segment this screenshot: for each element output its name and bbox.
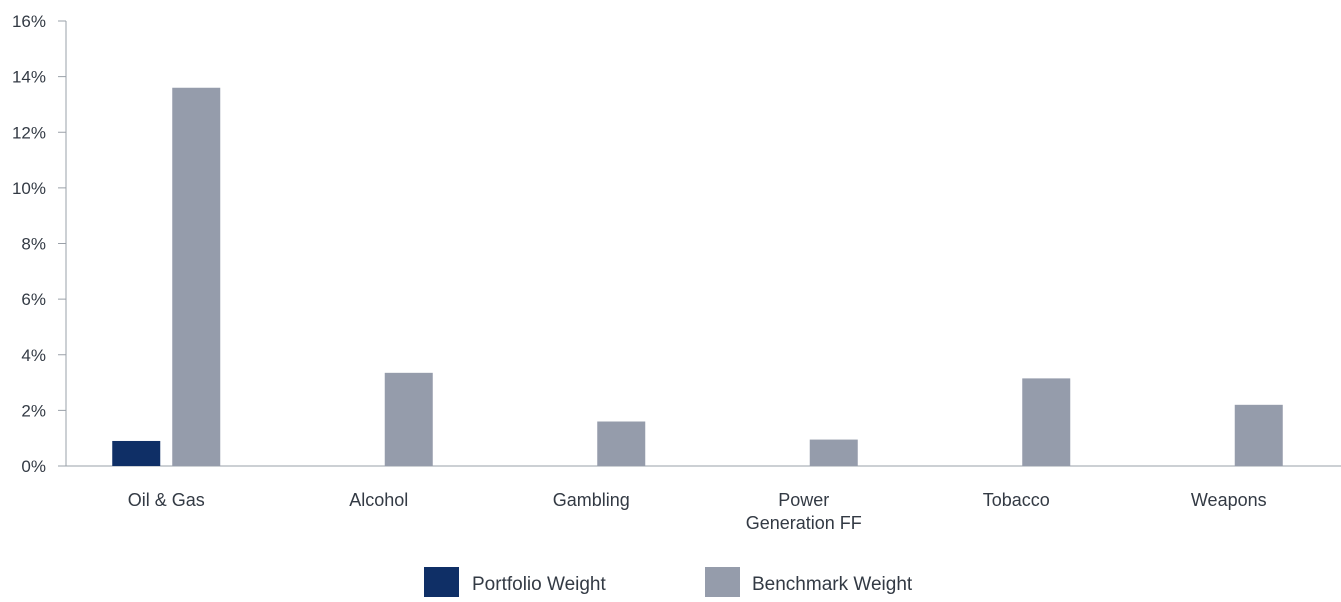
legend-swatch xyxy=(424,567,459,597)
legend-label: Portfolio Weight xyxy=(472,574,606,595)
x-tick-label: Oil & Gas xyxy=(128,490,205,510)
y-tick-label: 2% xyxy=(21,401,46,420)
y-tick-label: 6% xyxy=(21,290,46,309)
legend: Portfolio Weight Benchmark Weight xyxy=(424,567,913,597)
legend-swatch xyxy=(705,567,740,597)
x-tick-label: Tobacco xyxy=(983,490,1050,510)
bar-benchmark xyxy=(1234,404,1283,466)
x-axis: Oil & Gas Alcohol Gambling Power Generation … xyxy=(58,465,1341,533)
y-tick-label: 10% xyxy=(12,179,46,198)
x-tick-label: Gambling xyxy=(553,490,630,510)
y-tick-label: 0% xyxy=(21,457,46,476)
bar-benchmark xyxy=(384,372,433,466)
bar-benchmark xyxy=(597,421,646,466)
bar-benchmark xyxy=(809,439,858,466)
y-tick-label: 12% xyxy=(12,123,46,142)
bar-portfolio xyxy=(112,440,161,466)
x-tick-label: Power Generation FF xyxy=(746,490,862,533)
bar-benchmark xyxy=(172,87,221,466)
x-tick-label: Alcohol xyxy=(349,490,408,510)
y-tick-label: 16% xyxy=(12,12,46,31)
y-tick-label: 14% xyxy=(12,68,46,87)
x-tick-label: Weapons xyxy=(1191,490,1267,510)
bars xyxy=(112,87,1283,466)
legend-label: Benchmark Weight xyxy=(752,574,913,595)
bar-benchmark xyxy=(1022,378,1071,466)
y-axis: 0% 2% 4% 6% 8% 10% 12% 14% 16% xyxy=(12,12,67,476)
y-tick-label: 4% xyxy=(21,346,46,365)
y-tick-label: 8% xyxy=(21,235,46,254)
